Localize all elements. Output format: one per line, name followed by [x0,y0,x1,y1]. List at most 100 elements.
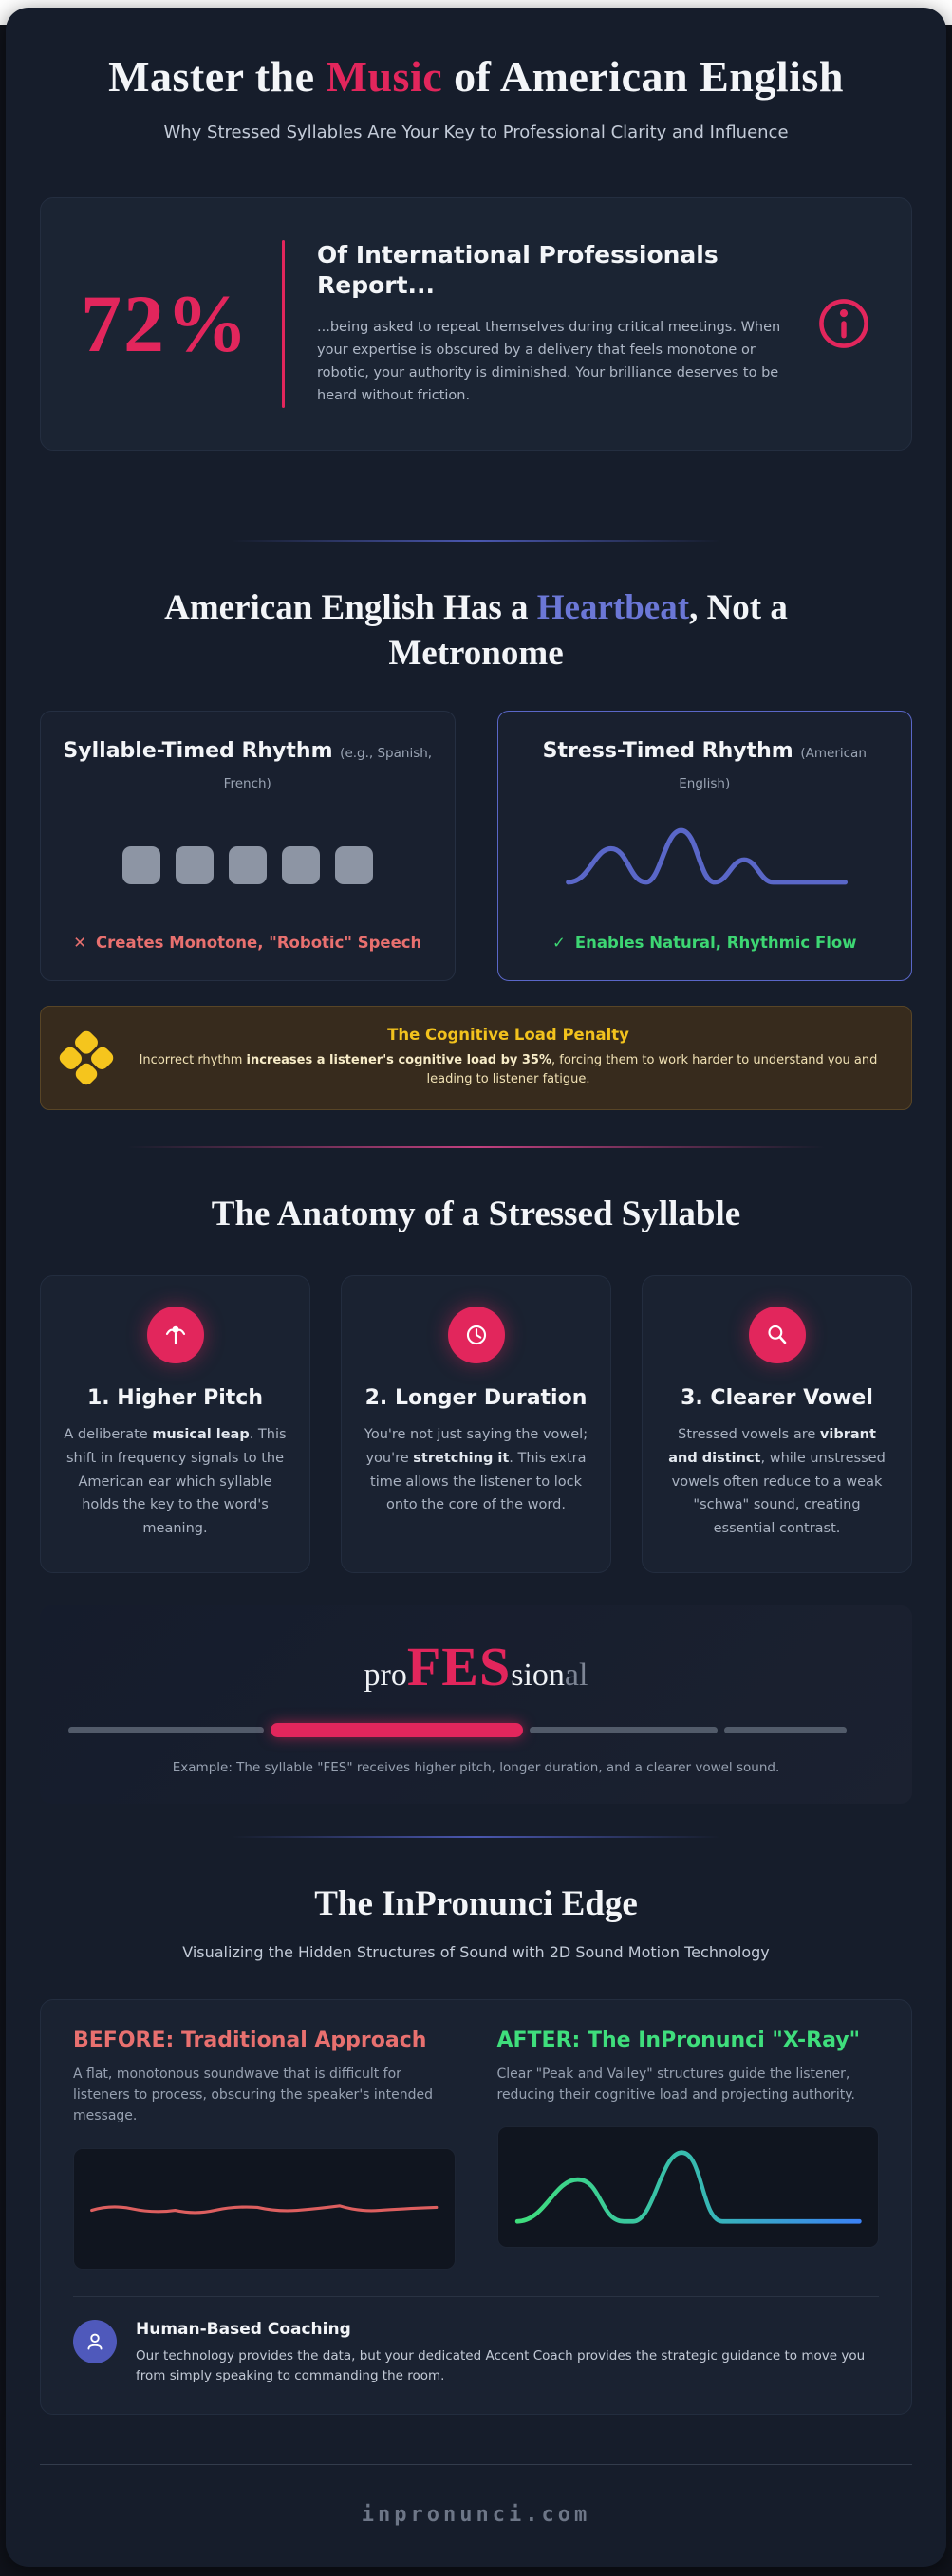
word-part-unstressed: sion [511,1658,565,1694]
stress-title-sub: (American English) [679,745,867,791]
title-pre: Master the [108,52,327,101]
anatomy-card-title: 2. Longer Duration [364,1386,588,1411]
flat-wave-svg [90,2203,439,2215]
body-post: . This extra time allows the listener to… [370,1450,587,1513]
cognitive-load-warning: The Cognitive Load Penalty Incorrect rhy… [40,1005,912,1111]
example-word: proFESsional [68,1640,884,1695]
anatomy-card-duration: 2. Longer Duration You're not just sayin… [341,1275,611,1574]
stress-example-box: proFESsional Example: The syllable "FES"… [40,1605,912,1805]
body-bold: musical leap [152,1427,250,1443]
coaching-body: Our technology provides the data, but yo… [136,2347,866,2384]
stat-divider [282,239,285,408]
coaching-title: Human-Based Coaching [136,2319,351,2339]
pitch-up-icon [146,1307,204,1364]
anatomy-card-title: 3. Clearer Vowel [681,1386,873,1411]
stat-text: Of International Professionals Report...… [317,240,784,408]
syllable-square [121,845,160,884]
warning-body: Incorrect rhythm increases a listener's … [130,1051,887,1091]
word-part-unstressed: pro [364,1658,407,1694]
coaching-row: Human-Based Coaching Our technology prov… [73,2319,879,2387]
before-after-grid: BEFORE: Traditional Approach A flat, mon… [73,2029,879,2270]
body-pre: A deliberate [64,1427,153,1443]
after-column: AFTER: The InPronunci "X-Ray" Clear "Pea… [496,2028,879,2270]
syllable-verdict-text: Creates Monotone, "Robotic" Speech [96,933,422,952]
bar-segment [68,1727,265,1734]
stress-wave-svg [565,827,848,884]
word-part-reduced: al [564,1658,588,1694]
peak-valley-wave-svg [514,2150,862,2224]
syllable-square [281,845,320,884]
stat-card: 72% Of International Professionals Repor… [40,196,912,451]
warning-body-pre: Incorrect rhythm [139,1052,247,1067]
example-caption: Example: The syllable "FES" receives hig… [172,1760,780,1776]
infographic-page: Master the Music of American English Why… [6,8,946,2567]
page-title: Master the Music of American English [40,49,912,105]
clock-icon [447,1307,505,1364]
rhythm-heading-post: , Not a Metronome [388,587,788,673]
body-pre: You're not just saying the vowel; you're [364,1427,588,1466]
anatomy-card-pitch: 1. Higher Pitch A deliberate musical lea… [40,1275,310,1574]
footer-domain: inpronunci.com [361,2502,591,2527]
before-column: BEFORE: Traditional Approach A flat, mon… [73,2029,456,2270]
bar-segment-stressed [271,1723,524,1738]
person-icon [87,2333,103,2350]
stat-heading: Of International Professionals Report... [317,240,719,300]
anatomy-heading: The Anatomy of a Stressed Syllable [211,1195,741,1234]
word-part-stressed: FES [406,1636,512,1698]
before-title: BEFORE: Traditional Approach [73,2028,427,2052]
edge-panel: BEFORE: Traditional Approach A flat, mon… [40,1998,912,2415]
bar-segment [724,1727,847,1734]
stress-verdict-text: Enables Natural, Rhythmic Flow [574,933,857,952]
warning-body-post: , forcing them to work harder to underst… [426,1052,878,1087]
warning-text: The Cognitive Load Penalty Incorrect rhy… [130,1026,887,1091]
stress-timed-card: Stress-Timed Rhythm (American English) ✓… [496,710,912,981]
section-divider [232,1836,720,1839]
stat-value: 72% [81,278,250,370]
syllable-title-sub: (e.g., Spanish, French) [223,745,433,791]
anatomy-card-title: 1. Higher Pitch [86,1386,263,1411]
magnifier-icon [748,1307,806,1364]
stat-body: ...being asked to repeat themselves duri… [317,319,781,403]
section-divider [232,539,720,542]
page-subtitle: Why Stressed Syllables Are Your Key to P… [163,121,789,142]
syllable-timed-card: Syllable-Timed Rhythm (e.g., Spanish, Fr… [40,710,456,981]
warning-title: The Cognitive Load Penalty [387,1025,629,1044]
syllable-verdict: ✕ Creates Monotone, "Robotic" Speech [62,934,434,952]
rhythm-heading-pre: American English Has a [164,587,537,627]
after-title: AFTER: The InPronunci "X-Ray" [496,2028,861,2052]
rhythm-heading: American English Has a Heartbeat, Not a … [40,585,912,676]
after-body: Clear "Peak and Valley" structures guide… [496,2066,855,2103]
stress-verdict: ✓ Enables Natural, Rhythmic Flow [519,934,891,952]
title-accent: Music [326,52,443,101]
rhythm-heading-accent: Heartbeat [536,587,690,627]
cross-icon: ✕ [73,933,87,952]
coach-avatar [73,2319,117,2363]
section-divider [126,1146,826,1149]
check-icon: ✓ [552,933,566,952]
equal-syllable-squares [121,845,373,884]
stress-title-text: Stress-Timed Rhythm [542,738,793,763]
footer-divider [40,2463,912,2465]
stress-wave [519,812,891,907]
panel-divider [73,2295,879,2297]
body-pre: Stressed vowels are [678,1427,820,1443]
warning-body-bold: increases a listener's cognitive load by… [246,1052,552,1067]
anatomy-card-body: Stressed vowels are vibrant and distinct… [663,1423,890,1540]
before-waveform [73,2147,456,2270]
stress-intensity-bar [68,1723,884,1738]
rhythm-cards-row: Syllable-Timed Rhythm (e.g., Spanish, Fr… [40,710,912,981]
anatomy-cards-row: 1. Higher Pitch A deliberate musical lea… [40,1275,912,1574]
cognitive-load-icon [56,1028,117,1087]
bar-segment [530,1727,718,1734]
syllable-square [334,845,373,884]
info-icon[interactable] [816,296,871,351]
body-bold: stretching it [413,1450,510,1466]
anatomy-card-body: You're not just saying the vowel; you're… [363,1423,589,1517]
syllable-square [228,845,267,884]
anatomy-card-body: A deliberate musical leap. This shift in… [62,1423,289,1540]
body-bold: vibrant and distinct [668,1427,876,1466]
stress-card-title: Stress-Timed Rhythm (American English) [519,736,891,797]
body-post: , while unstressed vowels often reduce t… [671,1450,886,1536]
body-post: . This shift in frequency signals to the… [65,1427,287,1536]
anatomy-card-vowel: 3. Clearer Vowel Stressed vowels are vib… [642,1275,912,1574]
